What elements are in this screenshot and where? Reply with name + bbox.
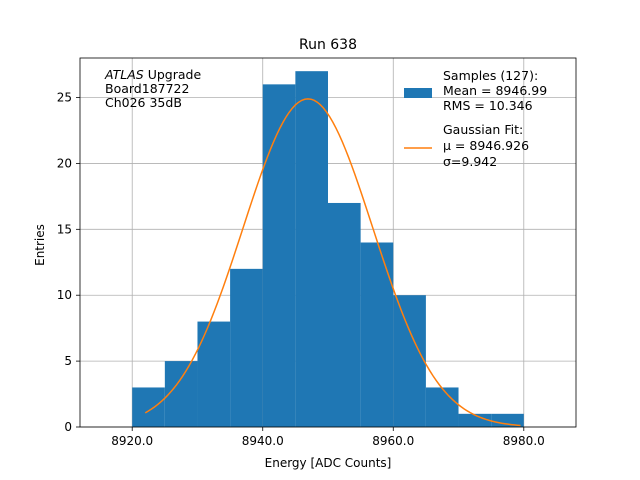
histogram-bar (132, 387, 165, 427)
legend: Samples (127): Mean = 8946.99 RMS = 10.3… (404, 68, 547, 169)
annotation-line: Ch026 35dB (105, 95, 182, 110)
legend-samples-text: RMS = 10.346 (443, 98, 533, 113)
x-tick-label: 8980.0 (503, 434, 545, 448)
x-tick-label: 8940.0 (242, 434, 284, 448)
histogram-bar (262, 84, 296, 427)
annotation-text: Upgrade (144, 67, 202, 82)
legend-samples-patch (404, 88, 432, 98)
histogram-bars (132, 71, 524, 427)
y-tick-label: 5 (64, 354, 72, 368)
legend-fit-text: σ=9.942 (443, 154, 497, 169)
x-tick-label: 8920.0 (111, 434, 153, 448)
y-tick-label: 25 (57, 91, 72, 105)
histogram-bar (393, 295, 426, 427)
annotation-text: Board187722 (105, 81, 189, 96)
legend-fit-text: μ = 8946.926 (443, 138, 529, 153)
histogram-bar (197, 321, 231, 427)
y-tick-label: 20 (57, 156, 72, 170)
annotation-text: Ch026 35dB (105, 95, 182, 110)
y-axis-label: Entries (33, 224, 47, 266)
histogram-bar (360, 242, 394, 427)
histogram-bar (164, 361, 198, 427)
annotation-line: Board187722 (105, 81, 189, 96)
plot-area-frame (79, 57, 577, 428)
histogram-bar (491, 413, 524, 427)
x-tick-label: 8960.0 (372, 434, 414, 448)
x-axis-ticks: 8920.0 8940.0 8960.0 8980.0 (111, 427, 545, 448)
y-tick-label: 0 (64, 420, 72, 434)
histogram-bar (328, 202, 361, 427)
histogram-bar (458, 413, 492, 427)
legend-fit-text: Gaussian Fit: (443, 122, 523, 137)
atlas-annotation: ATLAS Upgrade Board187722 Ch026 35dB (104, 67, 201, 110)
histogram-bar (230, 268, 263, 427)
legend-samples-text: Mean = 8946.99 (443, 83, 547, 98)
chart-title: Run 638 (299, 37, 357, 53)
gaussian-fit-curve (144, 98, 521, 427)
histogram-bar (295, 71, 328, 427)
legend-samples-text: Samples (127): (443, 68, 538, 83)
histogram-bar (425, 387, 459, 427)
annotation-line: ATLAS Upgrade (104, 67, 201, 82)
y-tick-label: 15 (57, 222, 72, 236)
x-axis-label: Energy [ADC Counts] (265, 456, 392, 470)
annotation-italic-text: ATLAS (104, 67, 144, 82)
y-tick-label: 10 (57, 288, 72, 302)
y-axis-ticks: 0 5 10 15 20 25 (57, 91, 80, 434)
